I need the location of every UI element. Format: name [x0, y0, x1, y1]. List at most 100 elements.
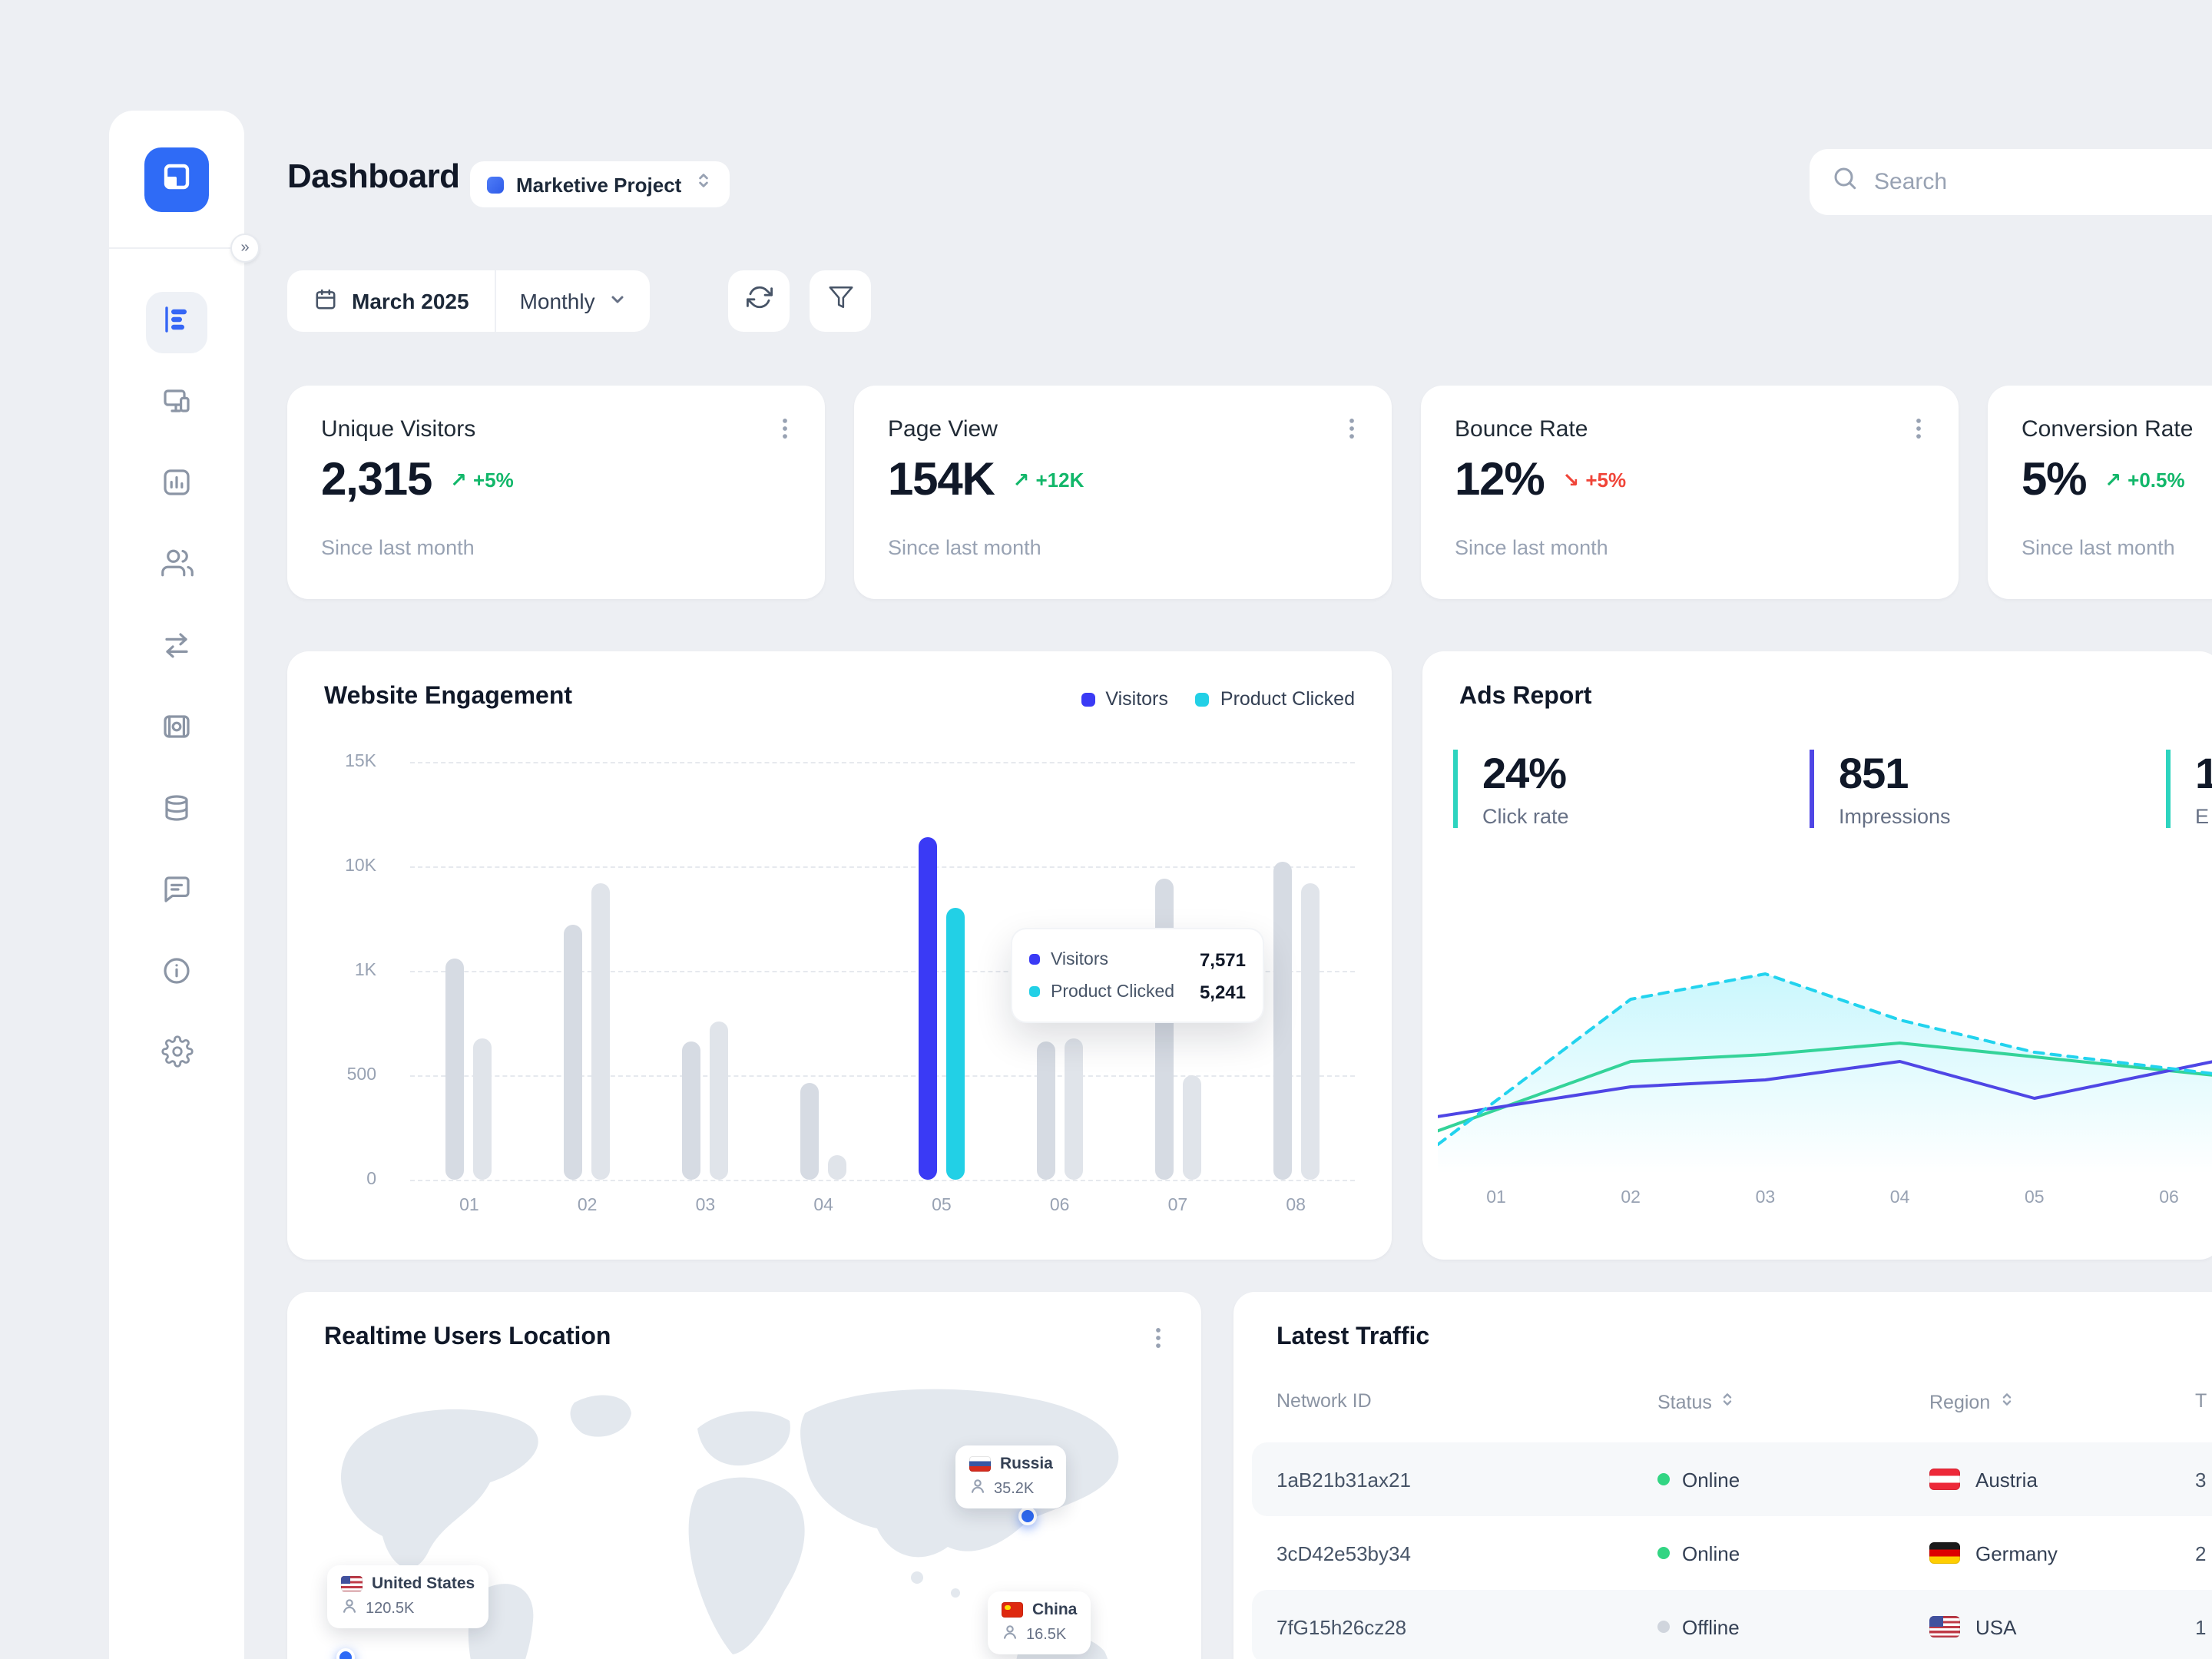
bar-product-clicked[interactable] [945, 908, 965, 1180]
refresh-icon [746, 284, 772, 318]
table-row: 1aB21b31ax21 Online Austria 3 [1252, 1442, 2212, 1516]
column-clipped: T [2195, 1390, 2207, 1412]
gridline [410, 866, 1355, 868]
project-selector[interactable]: Marketive Project [470, 161, 730, 207]
bar-visitors[interactable] [800, 1083, 820, 1180]
location-name: Russia [1000, 1455, 1053, 1473]
location-users: 120.5K [366, 1600, 415, 1617]
kebab-menu-button[interactable] [1330, 407, 1373, 450]
latest-traffic-card: Latest Traffic Network ID Status Region … [1233, 1292, 2212, 1659]
info-icon [161, 955, 192, 993]
bar-product-clicked[interactable] [710, 1021, 729, 1180]
x-axis-label: 06 [1049, 1197, 1070, 1215]
bar-group-03[interactable] [647, 762, 765, 1180]
column-region[interactable]: Region [1929, 1390, 2015, 1413]
sidebar-item-analytics[interactable] [146, 455, 207, 516]
sidebar-item-transfers[interactable] [146, 618, 207, 679]
trend-area [1438, 974, 2212, 1174]
bar-visitors[interactable] [1273, 862, 1292, 1180]
sidebar-item-users[interactable] [146, 536, 207, 598]
sidebar-item-gallery[interactable] [146, 699, 207, 760]
tooltip-row: Visitors 7,571 [1029, 943, 1246, 975]
refresh-button[interactable] [728, 270, 790, 332]
sidebar-item-info[interactable] [146, 943, 207, 1005]
sort-icon[interactable] [1998, 1390, 2015, 1413]
sidebar-item-devices[interactable] [146, 373, 207, 435]
tooltip-dot [1029, 986, 1040, 997]
tooltip-label: Visitors [1051, 950, 1108, 969]
y-tick-label: 10K [345, 857, 376, 876]
x-axis-label: 05 [2024, 1189, 2045, 1207]
sidebar-item-dashboard[interactable] [146, 292, 207, 353]
x-axis-label: 01 [459, 1197, 479, 1215]
kpi-card-bounce-rate: Bounce Rate 12% +5% Since last month [1421, 386, 1959, 599]
continent [340, 1409, 538, 1568]
sidebar-item-database[interactable] [146, 780, 207, 842]
map-marker-united-states[interactable] [336, 1648, 355, 1659]
x-axis-label: 05 [932, 1197, 952, 1215]
bar-visitors[interactable] [564, 925, 583, 1180]
bar-group-02[interactable] [528, 762, 647, 1180]
bar-visitors[interactable] [1036, 1041, 1055, 1180]
bar-group-06[interactable] [1001, 762, 1119, 1180]
column-network-id: Network ID [1277, 1390, 1372, 1412]
kebab-menu-button[interactable] [763, 407, 806, 450]
bar-product-clicked[interactable] [1182, 1075, 1201, 1180]
tooltip-value: 7,571 [1199, 949, 1246, 970]
stat-value: 851 [1839, 750, 1909, 797]
kpi-delta: +5% [1563, 469, 1626, 493]
bar-group-08[interactable] [1237, 762, 1355, 1180]
date-range-picker[interactable]: March 2025 [287, 270, 497, 332]
gridline [410, 971, 1355, 972]
card-title: Realtime Users Location [324, 1324, 611, 1350]
y-tick-label: 0 [366, 1171, 376, 1189]
status-dot [1657, 1621, 1670, 1633]
map-marker-russia[interactable] [1018, 1507, 1037, 1525]
continent [688, 1477, 805, 1654]
kpi-note: Since last month [888, 536, 1041, 559]
x-axis-label: 02 [577, 1197, 598, 1215]
filter-button[interactable] [810, 270, 871, 332]
y-tick-label: 500 [346, 1066, 376, 1084]
website-engagement-card: Website Engagement Visitors Product Clic… [287, 651, 1392, 1260]
bar-visitors[interactable] [918, 836, 937, 1180]
sidebar-collapse-button[interactable]: » [230, 233, 260, 263]
search-icon [1831, 164, 1859, 200]
kpi-label: Bounce Rate [1455, 416, 1588, 442]
kpi-label: Conversion Rate [2022, 416, 2194, 442]
sidebar-item-messages[interactable] [146, 862, 207, 923]
chart-legend: Visitors Product Clicked [1081, 688, 1355, 710]
bar-visitors[interactable] [1154, 879, 1174, 1180]
bar-product-clicked[interactable] [1064, 1038, 1083, 1180]
bar-product-clicked[interactable] [828, 1154, 847, 1180]
sort-icon[interactable] [1720, 1390, 1737, 1413]
bar-product-clicked[interactable] [591, 882, 611, 1180]
bar-product-clicked[interactable] [1300, 882, 1320, 1180]
island [951, 1588, 960, 1598]
bar-visitors[interactable] [445, 958, 465, 1180]
app-logo[interactable] [144, 147, 209, 212]
kebab-menu-button[interactable] [1137, 1316, 1180, 1359]
x-axis-label: 06 [2159, 1189, 2179, 1207]
kpi-value: 12% [1455, 455, 1545, 505]
bar-group-05[interactable] [882, 762, 1001, 1180]
legend-item-visitors[interactable]: Visitors [1081, 688, 1168, 710]
bar-product-clicked[interactable] [473, 1038, 492, 1180]
y-tick-label: 15K [345, 753, 376, 771]
bar-group-04[interactable] [764, 762, 882, 1180]
bar-group-01[interactable] [410, 762, 528, 1180]
x-axis-label: 04 [813, 1197, 833, 1215]
project-dot [487, 176, 504, 193]
search-input[interactable] [1874, 169, 2212, 195]
x-axis-label: 08 [1286, 1197, 1306, 1215]
kebab-menu-button[interactable] [1897, 407, 1940, 450]
germany-flag-icon [1929, 1542, 1960, 1564]
column-status[interactable]: Status [1657, 1390, 1737, 1413]
cell-network-id: 7fG15h26cz28 [1277, 1615, 1407, 1638]
bar-visitors[interactable] [682, 1041, 701, 1180]
kpi-card-page-view: Page View 154K +12K Since last month [854, 386, 1392, 599]
legend-item-product-clicked[interactable]: Product Clicked [1195, 688, 1355, 710]
period-select[interactable]: Monthly [497, 270, 651, 332]
sidebar-item-settings[interactable] [146, 1025, 207, 1086]
kpi-note: Since last month [321, 536, 475, 559]
